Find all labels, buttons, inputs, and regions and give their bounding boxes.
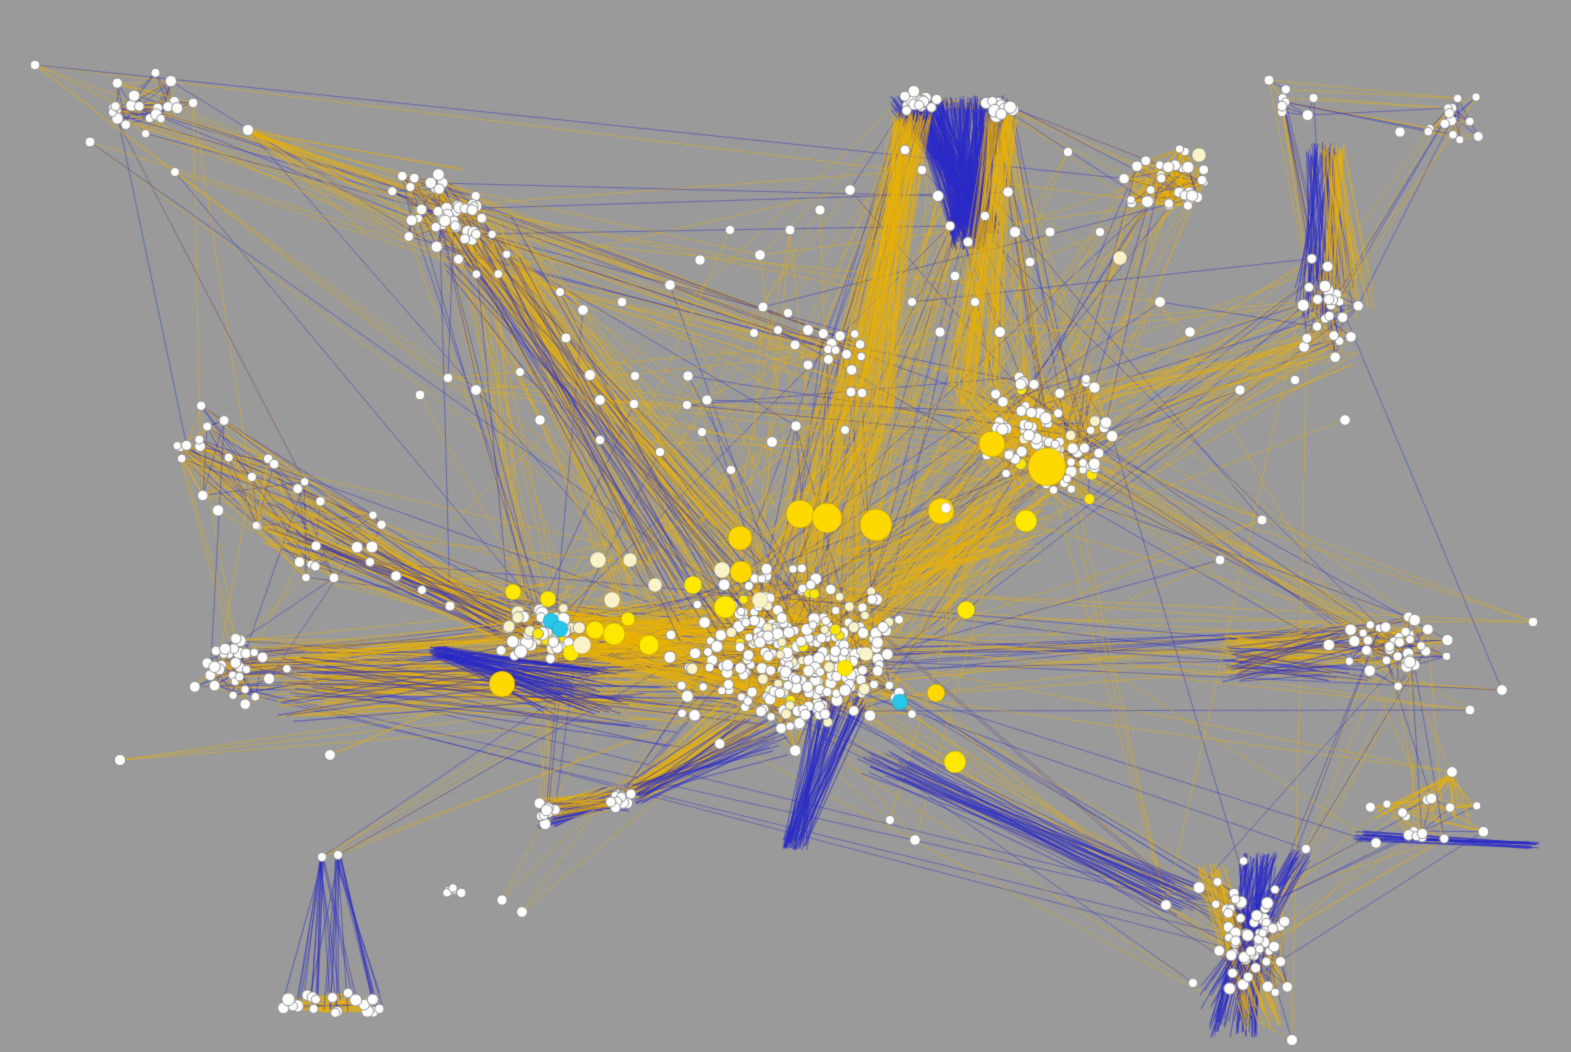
graph-viewport[interactable] [0,0,1571,1052]
network-graph-canvas[interactable] [0,0,1571,1052]
